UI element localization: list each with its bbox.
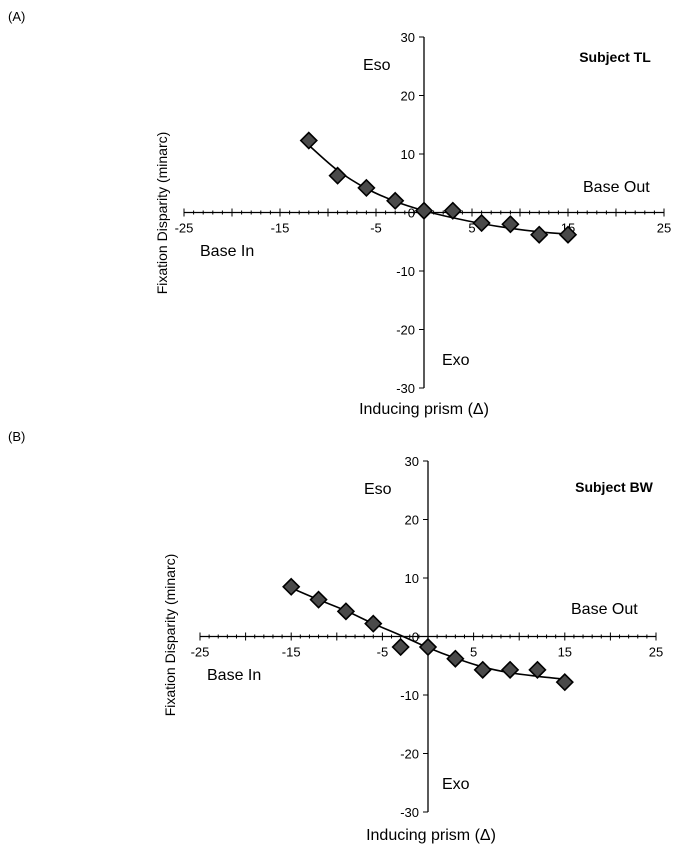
y-tick-label: -30: [396, 381, 415, 396]
y-tick-label: -10: [396, 264, 415, 279]
quadrant-label-base-in: Base In: [207, 667, 261, 684]
data-point: [446, 649, 465, 668]
data-point: [282, 577, 301, 596]
data-point: [328, 166, 347, 185]
panel-label: (B): [8, 429, 25, 444]
y-tick-label: 10: [405, 571, 419, 586]
y-tick-label: 20: [401, 89, 415, 104]
x-tick-label: 25: [649, 645, 663, 660]
y-tick-label: 20: [405, 513, 419, 528]
data-point: [500, 660, 520, 679]
y-tick-label: -10: [400, 688, 419, 703]
y-axis-label: Fixation Disparity (minarc): [162, 554, 178, 717]
quadrant-label-base-out: Base Out: [571, 601, 638, 618]
x-axis-label: Inducing prism (Δ): [366, 827, 496, 844]
data-point: [299, 131, 318, 150]
quadrant-label-base-out: Base Out: [583, 179, 650, 196]
data-point: [472, 213, 491, 233]
y-tick-label: 0: [408, 206, 415, 221]
quadrant-label-exo: Exo: [442, 776, 470, 793]
data-point: [528, 660, 547, 679]
panel-a: (A) Subject TL Eso Base Out Base In Exo …: [8, 9, 671, 418]
x-tick-label: -25: [191, 645, 210, 660]
data-point: [414, 201, 434, 220]
data-point: [501, 215, 520, 234]
data-point: [418, 637, 438, 657]
data-point: [473, 660, 492, 679]
y-tick-label: 0: [412, 630, 419, 645]
data-point: [443, 201, 462, 220]
fit-curve: [308, 144, 569, 235]
y-tick-label: -30: [400, 805, 419, 820]
data-point: [391, 637, 410, 657]
data-point: [336, 602, 356, 621]
quadrant-label-base-in: Base In: [200, 243, 254, 260]
data-point: [357, 178, 376, 198]
y-tick-label: 30: [405, 454, 419, 469]
data-point: [558, 225, 578, 244]
x-tick-label: 5: [470, 645, 477, 660]
panel-b: (B) Subject BW Eso Base Out Base In Exo …: [8, 429, 663, 844]
data-point: [555, 672, 574, 692]
x-axis-label: Inducing prism (Δ): [359, 401, 489, 418]
x-tick-label: 15: [558, 645, 572, 660]
y-axis-label: Fixation Disparity (minarc): [154, 132, 170, 295]
x-tick-label: -5: [377, 645, 389, 660]
panel-label: (A): [8, 9, 25, 24]
x-tick-label: 5: [468, 221, 475, 236]
chart-title: Subject TL: [579, 49, 651, 65]
data-point: [364, 614, 383, 633]
y-tick-label: 30: [401, 30, 415, 45]
x-tick-label: -5: [370, 221, 382, 236]
y-tick-label: -20: [396, 323, 415, 338]
x-tick-label: -15: [282, 645, 301, 660]
data-point: [530, 225, 549, 244]
y-tick-label: 10: [401, 147, 415, 162]
data-point: [386, 191, 405, 210]
x-tick-label: -25: [175, 221, 194, 236]
quadrant-label-exo: Exo: [442, 352, 470, 369]
x-tick-label: -15: [271, 221, 290, 236]
x-tick-label: 25: [657, 221, 671, 236]
data-point: [309, 590, 328, 609]
chart-title: Subject BW: [575, 479, 654, 495]
quadrant-label-eso: Eso: [364, 481, 392, 498]
quadrant-label-eso: Eso: [363, 57, 391, 74]
y-tick-label: -20: [400, 747, 419, 762]
